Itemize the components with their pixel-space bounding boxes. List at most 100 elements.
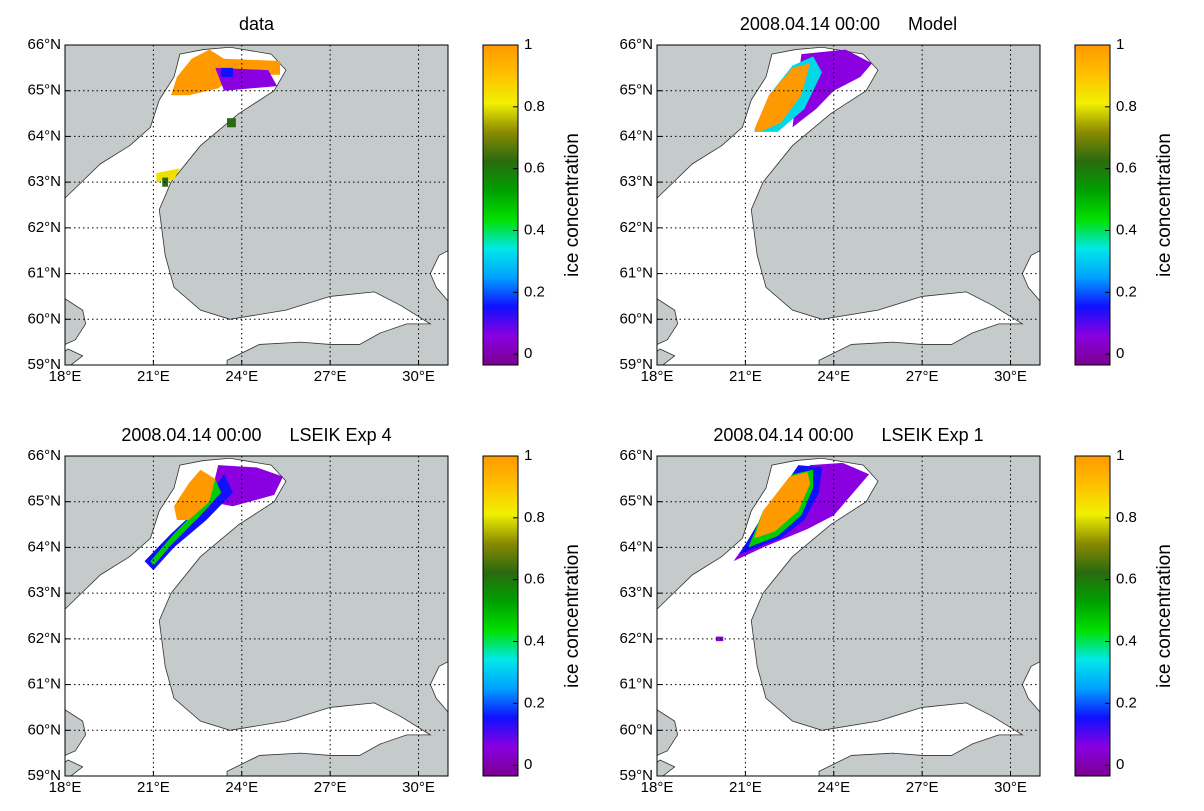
ice-area — [227, 118, 236, 128]
map-frame — [64, 44, 449, 366]
x-tick-label: 24°E — [817, 368, 850, 385]
panel-title: 2008.04.14 00:00 LSEIK Exp 4 — [121, 425, 391, 445]
colorbar-label: ice concentration — [562, 133, 583, 277]
colorbar-label: ice concentration — [562, 544, 583, 688]
x-tick-label: 24°E — [817, 779, 850, 796]
colorbar-tick-label: 0.8 — [1116, 98, 1137, 115]
colorbar-tick-label: 0.6 — [524, 160, 545, 177]
y-tick-label: 62°N — [619, 219, 653, 236]
colorbar-tick-label: 0.4 — [524, 632, 545, 649]
y-tick-label: 59°N — [27, 356, 61, 373]
colorbar-label: ice concentration — [1154, 133, 1175, 277]
x-tick-label: 24°E — [225, 779, 258, 796]
x-tick-label: 30°E — [402, 368, 435, 385]
y-tick-label: 66°N — [619, 447, 653, 464]
colorbar-tick-label: 0.4 — [524, 221, 545, 238]
y-tick-label: 65°N — [27, 82, 61, 99]
sea — [65, 46, 432, 365]
y-tick-label: 64°N — [27, 127, 61, 144]
y-tick-label: 63°N — [619, 584, 653, 601]
x-tick-label: 18°E — [49, 368, 82, 385]
colorbar-tick-label: 0.4 — [1116, 221, 1137, 238]
colorbar-tick-label: 0.8 — [524, 98, 545, 115]
x-tick-label: 18°E — [49, 779, 82, 796]
ice-area — [156, 168, 180, 183]
y-tick-label: 62°N — [619, 630, 653, 647]
map-panel: 18°E 21°E 24°E 27°E 30°E 59°N 60°N 61°N 62°N 63°N… — [27, 425, 583, 796]
y-tick-label: 61°N — [27, 676, 61, 693]
x-tick-label: 18°E — [641, 368, 674, 385]
ice-area — [754, 63, 811, 132]
y-tick-label: 60°N — [619, 310, 653, 327]
colorbar-tick-label: 1 — [1116, 447, 1124, 464]
y-tick-label: 63°N — [27, 173, 61, 190]
x-tick-label: 30°E — [994, 779, 1027, 796]
sea — [65, 457, 432, 776]
colorbar-tick-label: 1 — [1116, 36, 1124, 53]
lake — [1021, 661, 1040, 713]
ice-area — [715, 636, 724, 642]
y-tick-label: 59°N — [27, 767, 61, 784]
y-tick-label: 64°N — [619, 538, 653, 555]
x-tick-label: 21°E — [729, 368, 762, 385]
y-tick-label: 66°N — [27, 447, 61, 464]
y-tick-label: 59°N — [619, 356, 653, 373]
map-frame — [656, 455, 1041, 777]
x-tick-label: 18°E — [641, 779, 674, 796]
land — [657, 298, 679, 345]
map-panel: 18°E 21°E 24°E 27°E 30°E 59°N 60°N 61°N 62°N 63°N… — [619, 425, 1175, 796]
colorbar-tick-label: 0.6 — [524, 571, 545, 588]
colorbar-tick-label: 0.4 — [1116, 632, 1137, 649]
colorbar-label: ice concentration — [1154, 544, 1175, 688]
x-tick-label: 24°E — [225, 368, 258, 385]
colorbar-tick-label: 0.8 — [1116, 509, 1137, 526]
panel-date: 2008.04.14 00:00 — [121, 425, 261, 445]
sea — [657, 46, 1024, 365]
map-area — [65, 45, 448, 365]
panel-title-text: Model — [908, 14, 957, 34]
colorbar-tick-label: 0.2 — [1116, 283, 1137, 300]
x-tick-label: 21°E — [729, 779, 762, 796]
colorbar-tick-label: 0 — [524, 756, 532, 773]
ice-area — [754, 472, 811, 539]
y-tick-label: 60°N — [27, 310, 61, 327]
y-tick-label: 64°N — [619, 127, 653, 144]
y-tick-label: 61°N — [619, 676, 653, 693]
x-tick-label: 21°E — [137, 368, 170, 385]
ice-area — [174, 469, 216, 520]
colorbar-tick-label: 0.6 — [1116, 160, 1137, 177]
y-tick-label: 66°N — [27, 36, 61, 53]
land — [65, 298, 87, 345]
lake — [1021, 250, 1040, 302]
y-tick-label: 61°N — [27, 265, 61, 282]
map-area — [657, 45, 1040, 365]
ice-area — [221, 67, 233, 77]
y-tick-label: 66°N — [619, 36, 653, 53]
x-tick-label: 27°E — [314, 368, 347, 385]
colorbar-tick-label: 0 — [1116, 345, 1124, 362]
y-tick-label: 62°N — [27, 630, 61, 647]
x-tick-label: 27°E — [906, 368, 939, 385]
colorbar-tick-label: 1 — [524, 447, 532, 464]
colorbar-tick-label: 0.2 — [524, 283, 545, 300]
map-area — [657, 456, 1040, 776]
panel-title: data — [239, 14, 275, 34]
x-tick-label: 30°E — [402, 779, 435, 796]
colorbar — [1074, 455, 1111, 777]
ice-area — [150, 478, 222, 566]
panel-title-text: LSEIK Exp 1 — [882, 425, 984, 445]
y-tick-label: 60°N — [619, 721, 653, 738]
panel-title: 2008.04.14 00:00 Model — [740, 14, 957, 34]
colorbar-tick-label: 0.2 — [1116, 694, 1137, 711]
y-tick-label: 65°N — [619, 493, 653, 510]
colorbar-tick-label: 0.8 — [524, 509, 545, 526]
panel-title-text: LSEIK Exp 4 — [290, 425, 392, 445]
map-frame — [64, 455, 449, 777]
map-area — [65, 456, 448, 776]
lake — [429, 661, 448, 713]
colorbar-tick-label: 0 — [524, 345, 532, 362]
map-panel: 18°E 21°E 24°E 27°E 30°E 59°N 60°N 61°N 62°N 63°N… — [27, 14, 583, 385]
y-tick-label: 59°N — [619, 767, 653, 784]
panel-title: 2008.04.14 00:00 LSEIK Exp 1 — [713, 425, 983, 445]
